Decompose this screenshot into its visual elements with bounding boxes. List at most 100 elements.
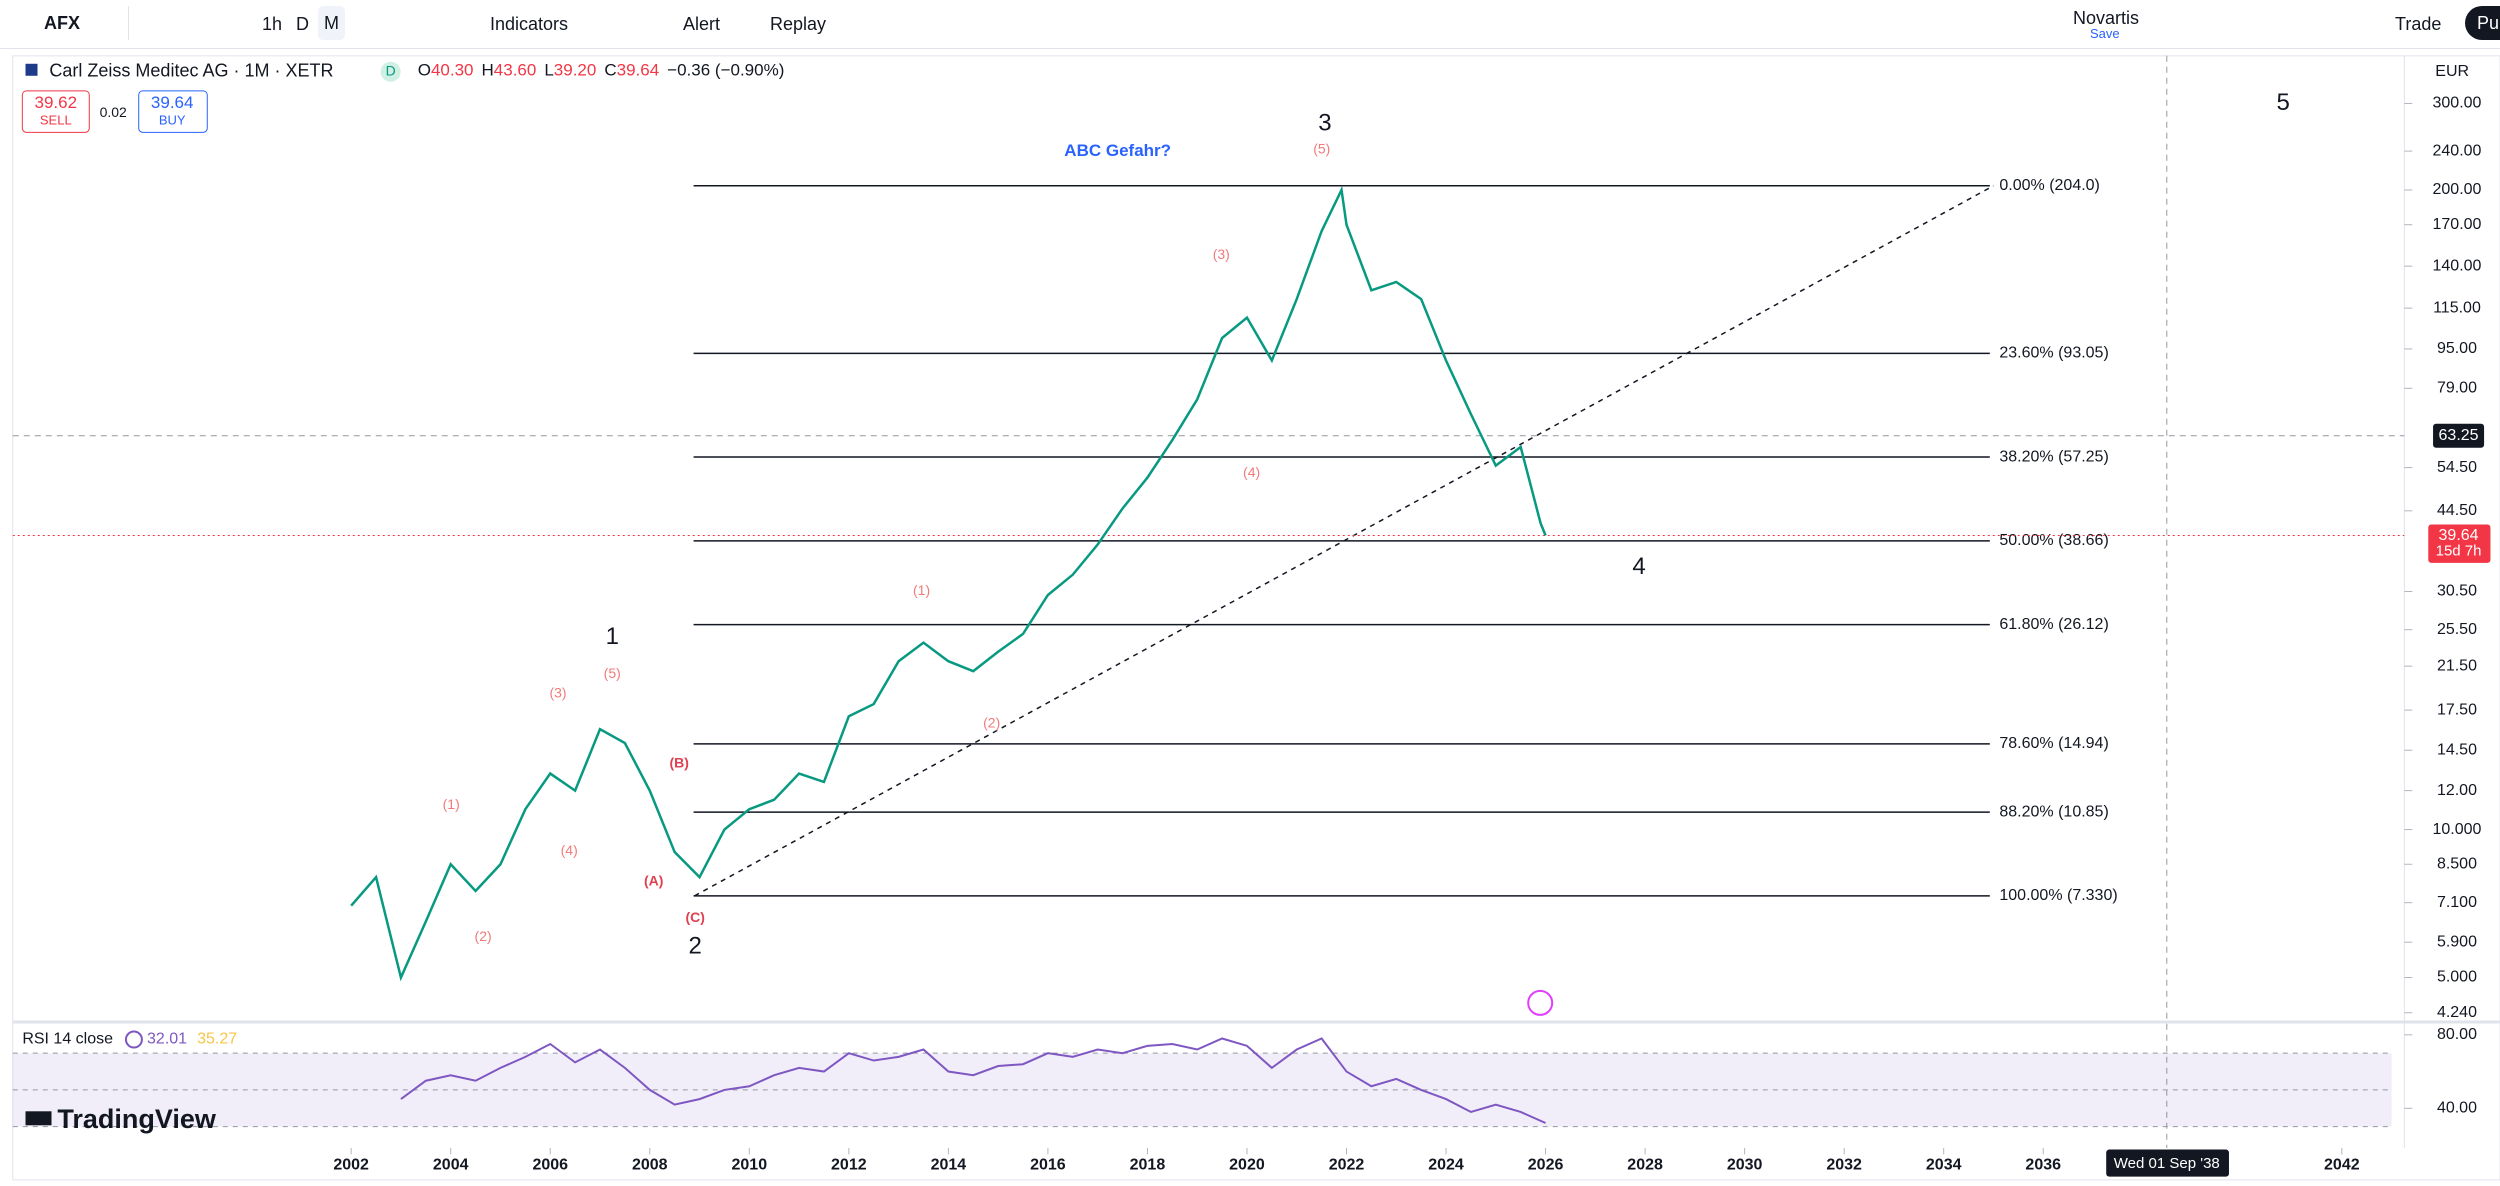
- wave-label: 5: [2277, 89, 2290, 116]
- buy-box[interactable]: [138, 90, 208, 133]
- x-tick-label: 2042: [2324, 1157, 2360, 1174]
- x-tick-label: 2012: [831, 1157, 867, 1174]
- wave-label: (1): [913, 582, 930, 598]
- search-box[interactable]: AFX: [8, 6, 129, 40]
- indicators-button[interactable]: Indicators: [490, 14, 569, 34]
- price-line: [350, 185, 1547, 982]
- y-tick-label: 21.50: [2437, 657, 2477, 674]
- y-tick-label: 7.100: [2437, 894, 2477, 911]
- ohlc-item: −0.36 (−0.90%): [667, 61, 784, 80]
- x-tick-label: 2006: [532, 1157, 568, 1174]
- rsi-tick-label: 40.00: [2437, 1100, 2477, 1117]
- last-price-badge: [2428, 524, 2491, 563]
- fib-label: 50.00% (38.66): [1999, 532, 2108, 549]
- y-tick-label: 4.240: [2437, 1004, 2477, 1021]
- symbol-name: Carl Zeiss Meditec AG · 1M · XETR: [49, 60, 333, 80]
- rsi-legend: RSI 14 close 32.01 35.27: [22, 1031, 237, 1048]
- ohlc-item: 39.64: [617, 61, 660, 80]
- y-tick-label: 79.00: [2437, 380, 2477, 397]
- y-tick-label: 8.500: [2437, 855, 2477, 872]
- wave-label: (4): [1243, 464, 1260, 480]
- x-tick-label: 2034: [1926, 1157, 1962, 1174]
- wave-label: (3): [549, 684, 566, 700]
- crosshair-date-badge: [2106, 1149, 2229, 1177]
- trendline: [694, 185, 1994, 897]
- y-tick-label: 25.50: [2437, 621, 2477, 638]
- y-tick-label: 5.000: [2437, 969, 2477, 986]
- ohlc-item: O: [418, 61, 431, 80]
- y-tick-label: 17.50: [2437, 701, 2477, 718]
- wave-label: (3): [1213, 246, 1230, 262]
- wave-label: (B): [669, 754, 688, 770]
- symbol[interactable]: AFX: [44, 13, 80, 33]
- crosshair-price: 63.25: [2439, 427, 2479, 444]
- layout-name[interactable]: Novartis: [2073, 8, 2140, 28]
- interval[interactable]: 1h: [262, 14, 283, 34]
- rsi-title: RSI 14 close: [22, 1031, 113, 1048]
- countdown: 15d 7h: [2436, 543, 2482, 560]
- fib-label: 23.60% (93.05): [1999, 345, 2108, 362]
- x-tick-label: 2004: [433, 1157, 469, 1174]
- interval[interactable]: D: [296, 14, 309, 34]
- ohlc-item: L: [544, 61, 553, 80]
- y-tick-label: 115.00: [2433, 299, 2481, 316]
- last-price: 39.64: [2439, 527, 2479, 544]
- save-label[interactable]: Save: [2090, 26, 2120, 41]
- symbol-legend: Carl Zeiss Meditec AG · 1M · XETR: [49, 60, 333, 80]
- fib-label: 88.20% (10.85): [1999, 803, 2108, 820]
- y-tick-label: 30.50: [2437, 583, 2477, 600]
- wave-label: 1: [606, 623, 619, 650]
- crosshair-price-badge: [2433, 423, 2485, 448]
- y-tick-label: 12.00: [2437, 782, 2477, 799]
- interval-selected[interactable]: M: [318, 6, 345, 40]
- fib-label: 61.80% (26.12): [1999, 616, 2108, 633]
- fib-label: 78.60% (14.94): [1999, 735, 2108, 752]
- y-tick-label: 14.50: [2437, 741, 2477, 758]
- rsi-settings-icon: [124, 1030, 143, 1049]
- wave-label: (1): [443, 796, 460, 812]
- replay-button[interactable]: Replay: [770, 14, 827, 34]
- x-tick-label: 2014: [931, 1157, 967, 1174]
- x-tick-label: 2008: [632, 1157, 668, 1174]
- y-tick-label: 170.00: [2433, 216, 2482, 233]
- wave-label: (2): [475, 928, 492, 944]
- ohlc: O40.30 H43.60 L39.20 C39.64 −0.36 (−0.90%): [418, 61, 785, 80]
- wave-label: ABC Gefahr?: [1064, 141, 1171, 160]
- publish-button[interactable]: Pu: [2465, 6, 2500, 40]
- fib-label: 0.00% (204.0): [1999, 177, 2100, 194]
- plot-background: [12, 55, 2500, 1181]
- y-tick-label: 5.900: [2437, 933, 2477, 950]
- x-tick-label: 2036: [2025, 1157, 2061, 1174]
- x-tick-label: 2028: [1627, 1157, 1663, 1174]
- x-tick-label: 2002: [333, 1157, 369, 1174]
- buy-price: 39.64: [151, 93, 194, 112]
- wave-label: (5): [604, 665, 621, 681]
- y-tick-label: 10.000: [2433, 821, 2482, 838]
- sell-price: 39.62: [35, 93, 78, 112]
- trade-button[interactable]: Trade: [2395, 14, 2442, 34]
- x-tick-label: 2026: [1528, 1157, 1564, 1174]
- x-tick-label: 2010: [732, 1157, 768, 1174]
- ohlc-item: 39.20: [554, 61, 597, 80]
- x-tick-label: 2022: [1329, 1157, 1365, 1174]
- crosshair-date: Wed 01 Sep '38: [2114, 1155, 2220, 1172]
- y-tick-label: 240.00: [2433, 142, 2482, 159]
- y-tick-label: 54.50: [2437, 459, 2477, 476]
- brand-logo: [25, 1111, 52, 1126]
- y-tick-label: 95.00: [2437, 340, 2477, 357]
- symbol-icon: [25, 63, 38, 76]
- sell-box[interactable]: [21, 90, 90, 133]
- wave-label: (5): [1313, 141, 1330, 157]
- rsi-ma: 35.27: [197, 1031, 237, 1048]
- y-tick-label: 300.00: [2433, 95, 2482, 112]
- badge-bg: [380, 61, 401, 82]
- x-tick-label: 2018: [1130, 1157, 1166, 1174]
- wave-label: (C): [685, 909, 704, 925]
- wave-label: (2): [983, 715, 1000, 731]
- alert-button[interactable]: Alert: [683, 14, 721, 34]
- y-tick-label: 140.00: [2433, 257, 2482, 274]
- rsi-tick-label: 80.00: [2437, 1026, 2477, 1043]
- ohlc-item: H: [482, 61, 494, 80]
- rsi-value: 32.01: [147, 1031, 187, 1048]
